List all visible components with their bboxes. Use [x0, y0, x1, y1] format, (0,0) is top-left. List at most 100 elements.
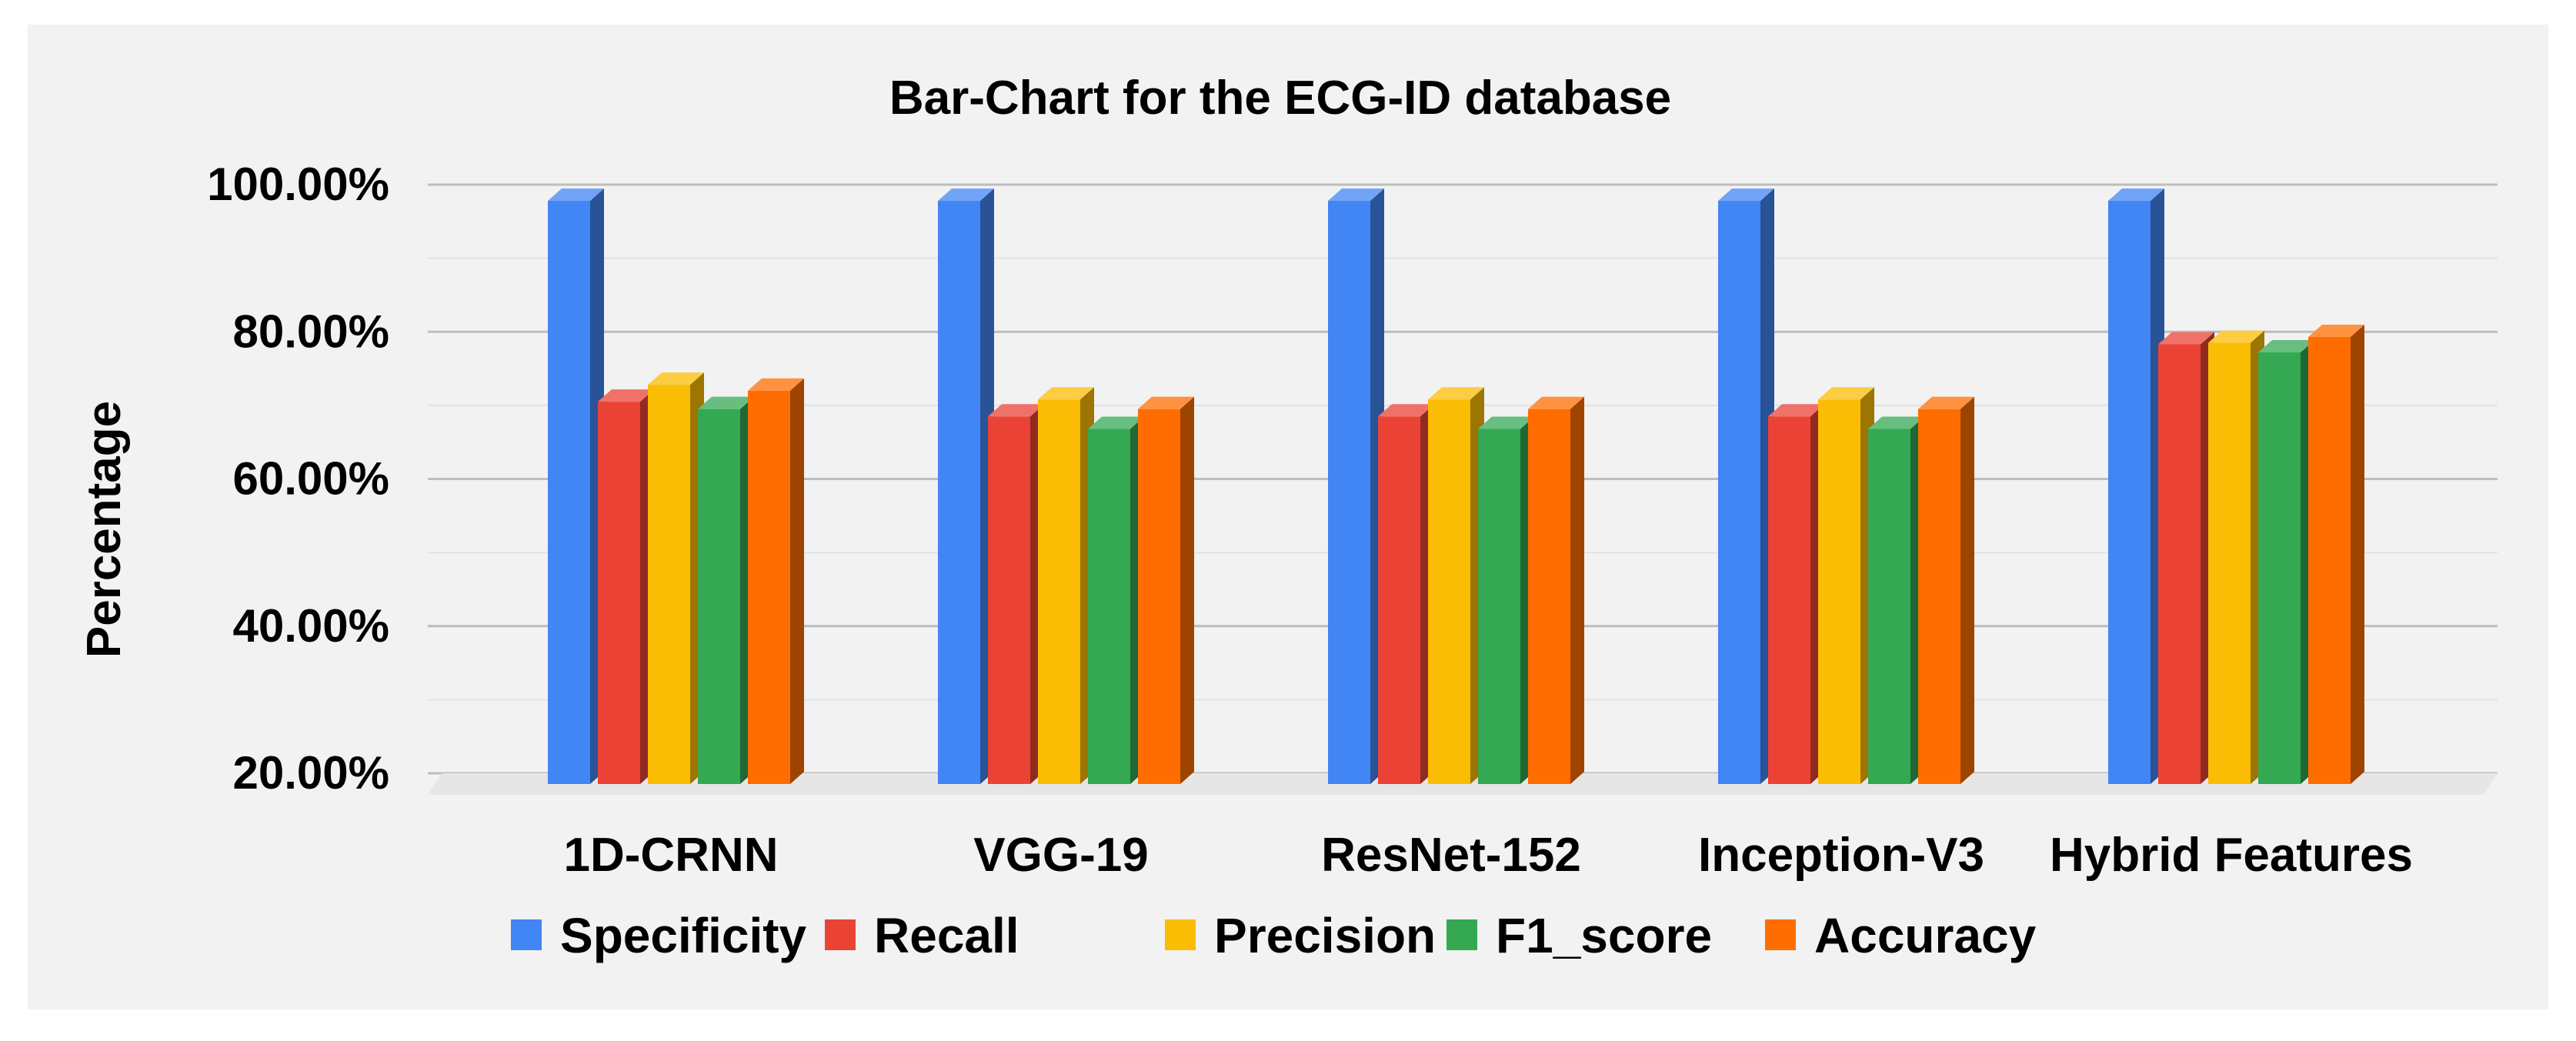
bar-top: [1038, 387, 1094, 400]
legend-swatch: [1765, 919, 1796, 950]
bar-front: [548, 201, 590, 785]
bar-front: [1138, 409, 1180, 784]
bar-front: [1918, 409, 1960, 784]
y-axis-label: Percentage: [78, 401, 131, 658]
bar-front: [748, 390, 790, 784]
chart-title: Bar-Chart for the ECG-ID database: [889, 72, 1671, 125]
x-tick-label: 1D-CRNN: [564, 829, 779, 882]
bar-top: [1088, 416, 1144, 429]
bar-accuracy: [1528, 396, 1584, 784]
bar-f1-score: [698, 396, 754, 784]
bar-front: [988, 416, 1030, 784]
legend-swatch: [511, 919, 542, 950]
chart-panel: Bar-Chart for the ECG-ID database 20.00%…: [28, 25, 2548, 1009]
bar-side: [1570, 396, 1584, 784]
bar-specificity: [548, 189, 604, 785]
bar-accuracy: [1138, 396, 1194, 784]
y-tick-label: 40.00%: [233, 600, 390, 652]
bar-top: [2258, 340, 2314, 353]
y-tick-label: 20.00%: [233, 747, 390, 799]
bar-front: [1818, 399, 1860, 784]
legend-swatch: [1165, 919, 1196, 950]
bar-front: [598, 402, 640, 784]
bar-top: [1478, 416, 1534, 429]
legend-label: Recall: [874, 908, 1019, 963]
bar-precision: [1428, 387, 1484, 785]
bar-recall: [2158, 332, 2214, 785]
bar-top: [1918, 396, 1974, 409]
bar-top: [1528, 396, 1584, 409]
legend-item: Recall: [825, 908, 1019, 963]
bar-accuracy: [2308, 324, 2364, 785]
bar-front: [1328, 201, 1370, 785]
bar-front: [1088, 429, 1130, 784]
bar-top: [648, 372, 704, 385]
x-tick-label: Inception-V3: [1698, 829, 1984, 882]
bar-top: [2158, 332, 2214, 345]
y-tick-label: 100.00%: [207, 158, 389, 210]
bar-recall: [1768, 404, 1824, 784]
legend: Specificity Recall Precision F1_score Accura…: [511, 908, 2037, 963]
bar-top: [1378, 404, 1434, 417]
bar-f1-score: [1478, 416, 1534, 784]
bar-top: [1868, 416, 1924, 429]
x-axis-ticks: 1D-CRNN VGG-19 ResNet-152 Inception-V3 Hybri…: [564, 829, 2414, 882]
bar-f1-score: [1868, 416, 1924, 784]
bar-side: [790, 378, 804, 784]
bar-top: [748, 378, 804, 391]
bar-recall: [988, 404, 1044, 784]
bar-front: [2258, 352, 2301, 784]
bar-front: [1868, 429, 1910, 784]
bar-top: [548, 189, 604, 202]
bar-top: [2208, 330, 2264, 343]
bar-side: [2351, 324, 2364, 785]
bar-top: [1818, 387, 1874, 400]
bar-recall: [1378, 404, 1434, 784]
bar-precision: [1818, 387, 1874, 785]
bar-front: [1478, 429, 1520, 784]
bar-top: [938, 189, 994, 202]
bar-front: [2208, 342, 2251, 784]
bar-front: [2108, 201, 2151, 785]
bar-specificity: [1718, 189, 1774, 785]
bar-front: [1428, 399, 1470, 784]
bar-top: [1328, 189, 1384, 202]
legend-item: Precision: [1165, 908, 1436, 963]
bar-top: [1428, 387, 1484, 400]
bar-specificity: [938, 189, 994, 785]
bar-top: [698, 396, 754, 409]
bar-top: [2108, 189, 2164, 202]
legend-item: Specificity: [511, 908, 807, 963]
bars: [548, 189, 2364, 785]
bar-precision: [2208, 330, 2264, 784]
bar-front: [1528, 409, 1570, 784]
bar-precision: [648, 372, 704, 785]
legend-swatch: [825, 919, 856, 950]
legend-label: Precision: [1214, 908, 1436, 963]
bar-side: [1180, 396, 1194, 784]
bar-specificity: [2108, 189, 2164, 785]
bar-top: [1138, 396, 1194, 409]
x-tick-label: VGG-19: [973, 829, 1148, 882]
bar-precision: [1038, 387, 1094, 785]
bar-top: [988, 404, 1044, 417]
legend-item: Accuracy: [1765, 908, 2037, 963]
bar-side: [1960, 396, 1974, 784]
bar-specificity: [1328, 189, 1384, 785]
legend-item: F1_score: [1446, 908, 1712, 963]
legend-label: Specificity: [560, 908, 807, 963]
legend-label: F1_score: [1496, 908, 1712, 963]
bar-top: [1768, 404, 1824, 417]
bar-accuracy: [1918, 396, 1974, 784]
bar-recall: [598, 389, 654, 784]
bar-front: [2158, 344, 2201, 785]
bar-front: [1038, 399, 1080, 784]
bar-front: [698, 409, 740, 784]
bar-top: [1718, 189, 1774, 202]
bar-front: [1718, 201, 1760, 785]
bar-accuracy: [748, 378, 804, 784]
bar-top: [2308, 324, 2364, 337]
bar-front: [2308, 336, 2351, 785]
y-tick-label: 80.00%: [233, 305, 390, 357]
bar-f1-score: [2258, 340, 2314, 784]
